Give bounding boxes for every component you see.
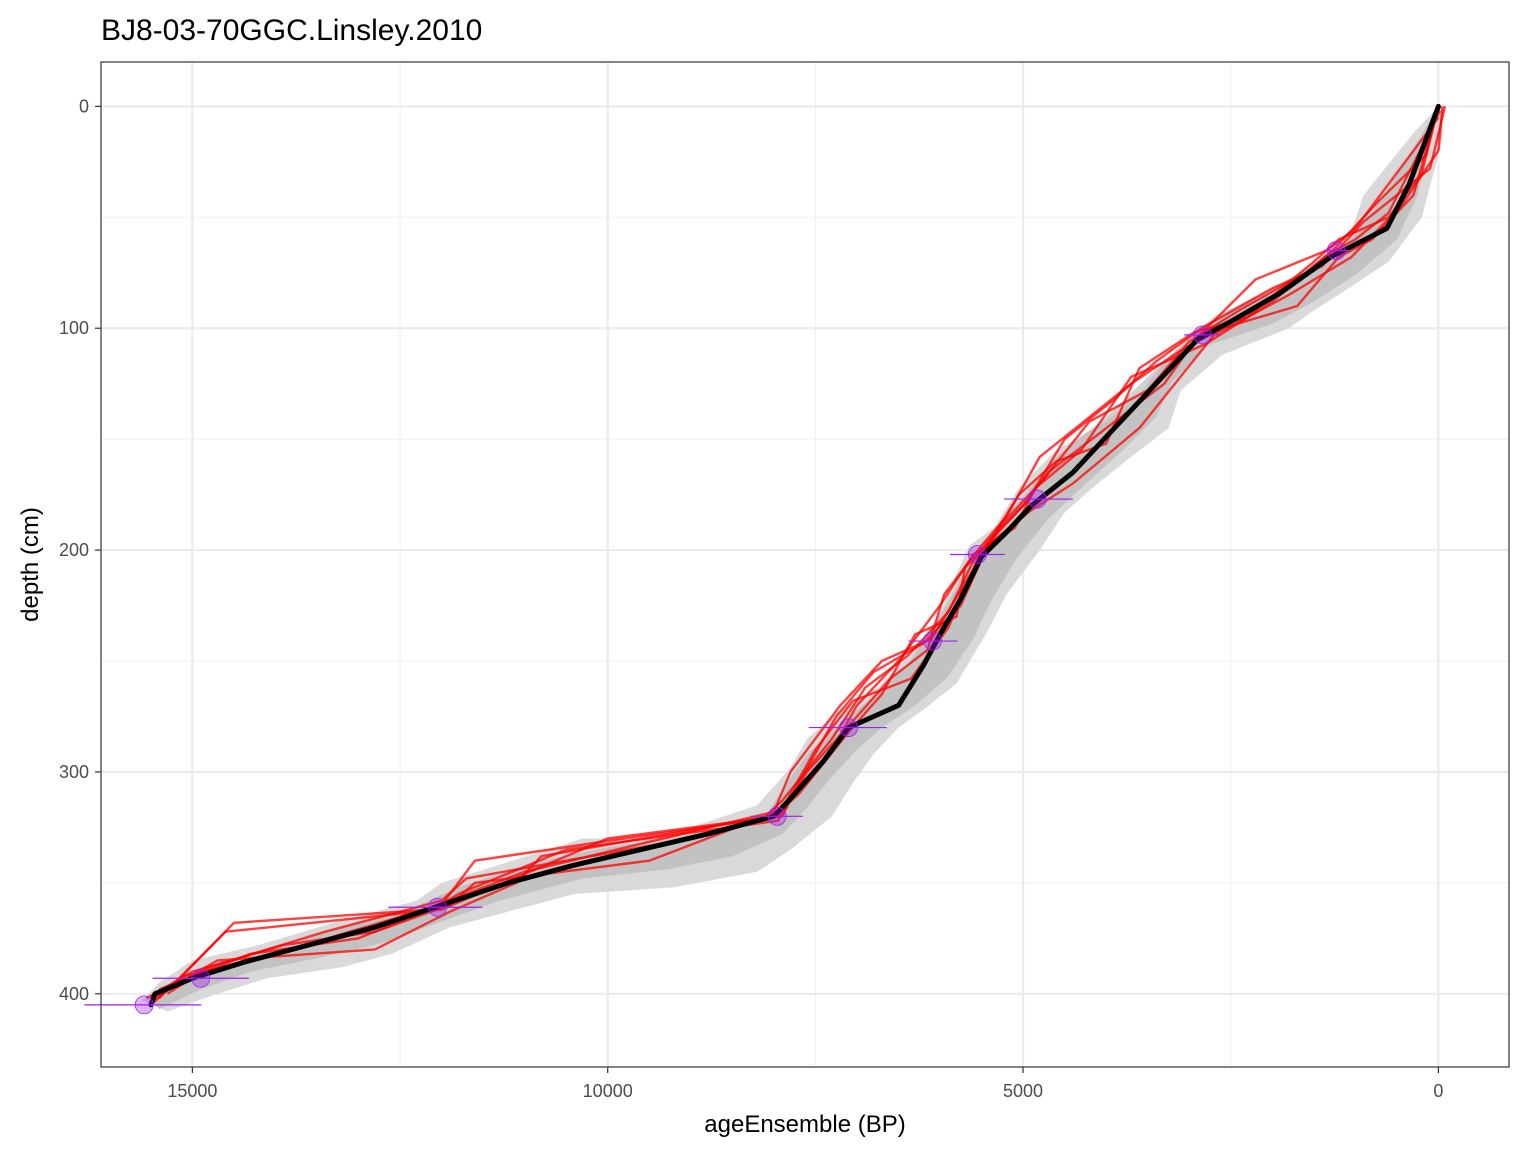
age-control-point	[84, 995, 202, 1015]
age-control-point	[1184, 325, 1220, 345]
x-tick-label: 0	[1433, 1081, 1443, 1101]
date-distribution-marker	[134, 995, 154, 1015]
x-tick-label: 5000	[1003, 1081, 1043, 1101]
age-control-point	[388, 897, 483, 917]
x-axis: 15000 10000 5000 0	[167, 1067, 1443, 1101]
age-control-point	[808, 718, 887, 737]
y-tick-label: 100	[59, 318, 89, 338]
y-tick-label: 200	[59, 540, 89, 560]
age-control-point	[1003, 489, 1073, 509]
age-control-point	[908, 631, 958, 651]
uncertainty-band-outer	[142, 106, 1443, 1012]
date-distribution-marker	[839, 718, 859, 737]
x-tick-label: 10000	[583, 1081, 633, 1101]
y-axis-title: depth (cm)	[17, 507, 44, 622]
y-tick-label: 400	[59, 984, 89, 1004]
date-distribution-marker	[767, 806, 787, 826]
date-distribution-marker	[1027, 489, 1047, 509]
y-axis: 0 100 200 300 400	[59, 96, 101, 1004]
median-age-line	[148, 103, 1441, 1008]
age-control-point	[1323, 241, 1349, 260]
x-tick-label: 15000	[167, 1081, 217, 1101]
date-distribution-marker	[923, 631, 942, 651]
age-control-point	[949, 545, 1005, 564]
panel-background	[101, 62, 1509, 1067]
date-distribution-marker	[428, 897, 447, 917]
gridlines	[101, 62, 1509, 1067]
ensemble-member-line	[166, 116, 1440, 995]
age-control-point	[152, 968, 249, 988]
age-control-point	[750, 806, 803, 826]
y-tick-label: 300	[59, 762, 89, 782]
chart-title: BJ8-03-70GGC.Linsley.2010	[101, 14, 482, 47]
y-tick-label: 0	[79, 96, 89, 116]
date-distribution-marker	[1326, 241, 1346, 260]
date-distribution-marker	[191, 968, 211, 988]
plot-layers	[84, 103, 1447, 1015]
x-axis-title: ageEnsemble (BP)	[704, 1111, 905, 1138]
panel-border	[100, 61, 1510, 1068]
ensemble-member-line	[146, 106, 1447, 1000]
date-distribution-marker	[1193, 325, 1212, 345]
date-distribution-marker	[967, 545, 987, 564]
